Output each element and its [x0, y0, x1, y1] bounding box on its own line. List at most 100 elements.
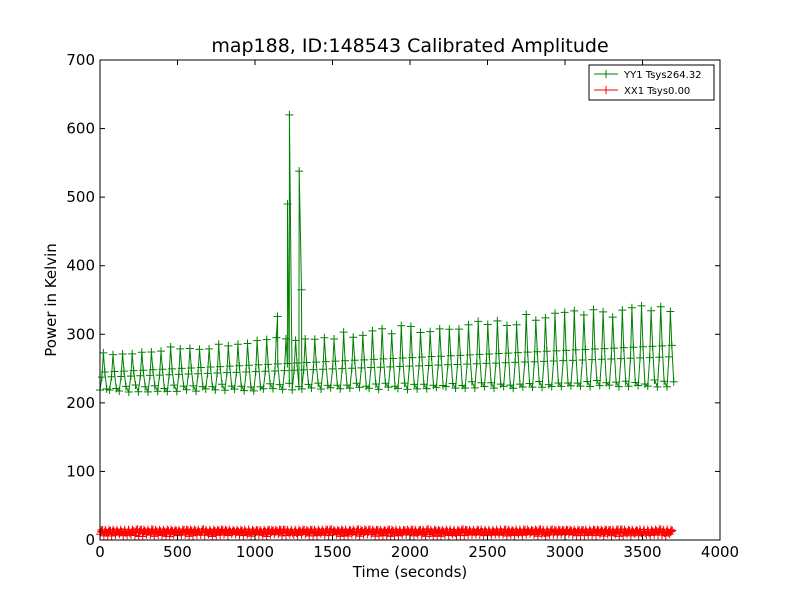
data-point [336, 532, 345, 541]
data-point [451, 384, 460, 393]
data-point [237, 382, 246, 391]
data-point [310, 335, 319, 344]
data-point [487, 378, 496, 387]
data-point [626, 354, 635, 363]
y-tick-label: 600 [66, 120, 95, 138]
data-point [145, 371, 154, 380]
data-point [120, 367, 129, 376]
data-point [437, 532, 445, 541]
data-point [321, 357, 330, 366]
x-tick-label: 3000 [546, 543, 584, 561]
data-point [128, 349, 137, 358]
data-point [299, 365, 308, 374]
data-point [203, 369, 212, 378]
data-point [528, 383, 537, 392]
data-point [230, 385, 239, 394]
data-point [189, 531, 197, 540]
data-point [653, 382, 662, 391]
data-point [157, 347, 166, 356]
data-point [214, 340, 223, 349]
data-point [437, 352, 446, 361]
data-point [243, 339, 252, 348]
data-point [509, 384, 518, 393]
data-point [474, 317, 483, 326]
data-point [185, 532, 194, 541]
x-tick-label: 4000 [701, 543, 739, 561]
data-point [636, 353, 645, 362]
data-point [201, 384, 210, 393]
data-point [155, 371, 164, 380]
data-point [355, 383, 364, 392]
x-tick-label: 3500 [623, 543, 661, 561]
data-point [235, 361, 244, 370]
data-point [523, 348, 532, 357]
data-point [645, 353, 654, 362]
data-point [272, 333, 281, 342]
data-point [297, 384, 306, 393]
data-point [131, 381, 140, 390]
legend-marker-xx1 [602, 86, 610, 94]
data-point [559, 356, 568, 365]
data-point [454, 325, 463, 334]
data-point [410, 380, 419, 389]
data-point [336, 384, 345, 393]
series-line [99, 114, 675, 394]
data-point [441, 382, 450, 391]
data-point [533, 532, 542, 541]
data-point [667, 527, 676, 536]
data-point [318, 365, 327, 374]
data-point [107, 372, 116, 381]
data-point [664, 352, 673, 361]
data-point [578, 355, 587, 364]
data-point [464, 320, 473, 329]
data-point [121, 382, 130, 391]
data-point [320, 333, 329, 342]
data-point [566, 381, 575, 390]
data-point [115, 387, 124, 396]
data-point [371, 380, 380, 389]
data-point [369, 355, 378, 364]
data-point [518, 382, 527, 391]
data-point [542, 347, 551, 356]
data-point [192, 387, 201, 396]
data-point [379, 354, 388, 363]
data-point [374, 385, 383, 394]
data-point [261, 367, 270, 376]
data-point [634, 381, 643, 390]
data-point [117, 372, 126, 381]
data-point [480, 382, 489, 391]
plot-frame [99, 59, 721, 541]
data-point [216, 362, 225, 371]
data-point [446, 351, 455, 360]
data-point [583, 377, 592, 386]
data-point [417, 353, 426, 362]
legend-label-xx1: XX1 Tsys0.00 [624, 86, 690, 97]
data-point [275, 380, 284, 389]
data-point [557, 382, 566, 391]
data-point [281, 334, 290, 343]
data-point [163, 387, 172, 396]
data-point [482, 359, 491, 368]
data-point [666, 525, 675, 534]
data-point [445, 325, 454, 334]
data-point [667, 341, 676, 350]
data-point [607, 354, 616, 363]
legend-label-yy1: YY1 Tsys264.32 [623, 70, 702, 81]
series-layer [96, 110, 678, 541]
data-point [211, 385, 220, 394]
data-point [502, 321, 511, 330]
data-point [648, 342, 657, 351]
data-point [341, 356, 350, 365]
data-point [398, 354, 407, 363]
data-point [137, 348, 146, 357]
data-point [218, 380, 227, 389]
data-point [266, 379, 275, 388]
data-point [483, 320, 492, 329]
data-point [166, 342, 175, 351]
chart-title: map188, ID:148543 Calibrated Amplitude [211, 35, 608, 57]
data-point [616, 354, 625, 363]
data-point [669, 377, 678, 386]
data-point [499, 382, 508, 391]
x-axis-label: Time (seconds) [352, 563, 468, 581]
data-point [338, 364, 347, 373]
